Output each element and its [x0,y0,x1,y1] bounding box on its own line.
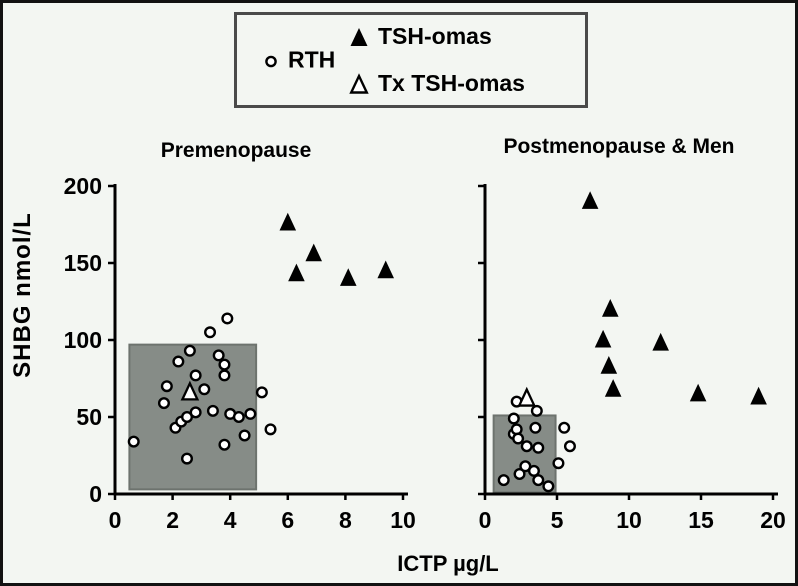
legend-item-rth: RTH [263,47,335,74]
postmenopause-men-scatter-plot: 0 5 10 15 20 [478,184,786,533]
panel-title-postmenopause-men: Postmenopause & Men [503,135,735,158]
svg-text:100: 100 [64,327,102,353]
svg-text:5: 5 [551,507,564,533]
panel-title-premenopause: Premenopause [160,139,312,162]
tx-tsh-omas-triangle-icon [349,72,369,94]
svg-text:15: 15 [688,507,714,533]
svg-text:0: 0 [89,481,102,507]
svg-text:2: 2 [166,507,179,533]
tsh-omas-triangle-icon [350,27,368,46]
rth-circle-icon [265,55,277,67]
legend-label-tsh-omas: TSH-omas [378,23,492,49]
svg-text:0: 0 [109,507,122,533]
svg-text:6: 6 [281,507,294,533]
legend-box: RTH TSH-omas Tx TSH-omas [234,12,588,108]
svg-text:50: 50 [76,404,102,430]
legend-item-tx-tsh-omas: Tx TSH-omas [349,70,525,97]
y-axis-label: SHBG nmol/L [9,212,36,378]
svg-text:10: 10 [390,507,416,533]
svg-text:8: 8 [339,507,352,533]
svg-text:0: 0 [479,507,492,533]
svg-text:4: 4 [224,507,237,533]
x-axis-label: ICTP µg/L [397,551,499,576]
svg-text:20: 20 [760,507,786,533]
legend-label-tx-tsh-omas: Tx TSH-omas [378,70,525,96]
legend-label-rth: RTH [288,46,336,73]
legend-item-tsh-omas: TSH-omas [349,23,492,50]
svg-text:150: 150 [64,250,102,276]
svg-text:10: 10 [616,507,642,533]
svg-text:200: 200 [64,173,102,199]
